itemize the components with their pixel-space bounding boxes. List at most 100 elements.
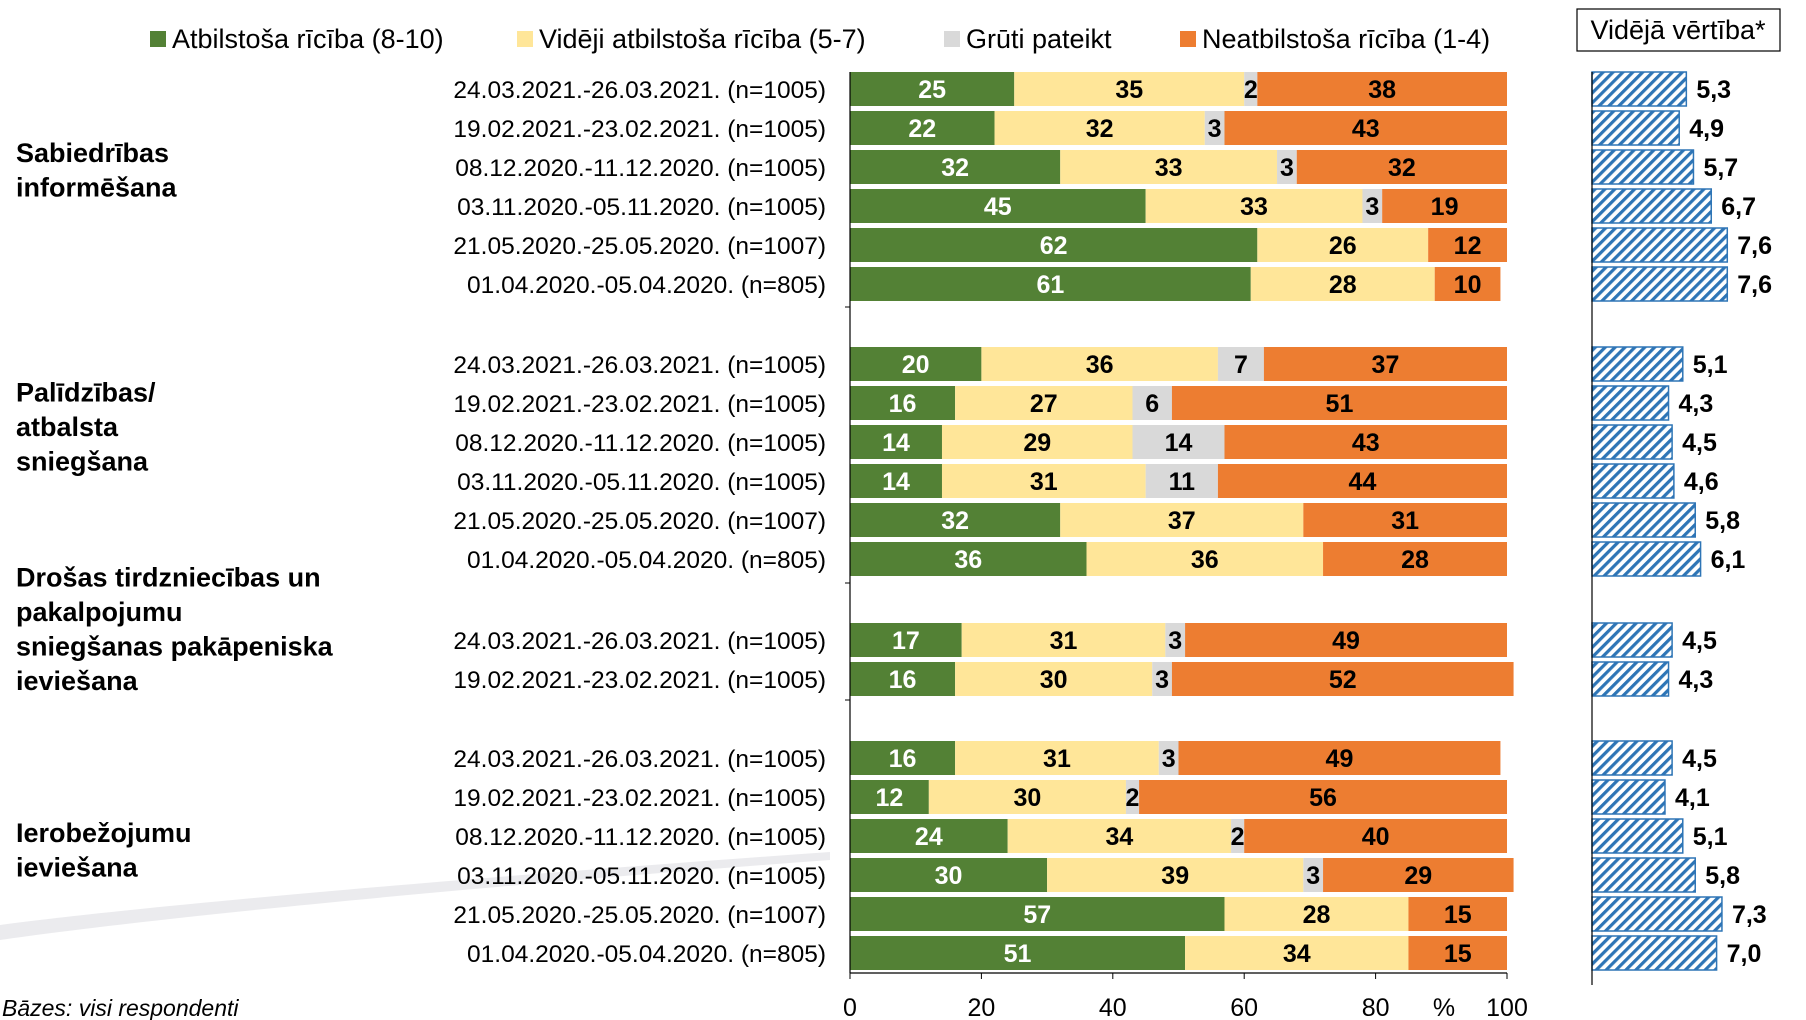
data-label: 38 (1368, 76, 1396, 104)
average-bar (1591, 463, 1675, 499)
bar-segment (1257, 72, 1507, 106)
data-label: 51 (1326, 390, 1354, 418)
average-row: 4,5 (1591, 622, 1717, 658)
bar-row: 21.05.2020.-25.05.2020. (n=1007) 57 28 15 (453, 897, 1507, 931)
bar-segment (1408, 897, 1507, 931)
bar-segment (1014, 72, 1245, 106)
average-label: 4,5 (1682, 429, 1717, 457)
row-label: 01.04.2020.-05.04.2020. (n=805) (467, 272, 826, 299)
data-label: 33 (1155, 154, 1183, 182)
average-row: 4,6 (1591, 463, 1719, 499)
data-label: 27 (1030, 390, 1058, 418)
group-label-line: Sabiedrības (16, 138, 169, 168)
bar-row: 24.03.2021.-26.03.2021. (n=1005) 17 31 3 49 (453, 623, 1507, 657)
average-label: 4,9 (1689, 115, 1724, 143)
bar-segment (850, 150, 1061, 184)
row-label: 01.04.2020.-05.04.2020. (n=805) (467, 941, 826, 968)
x-axis: 0 20 40 60 80 100% (843, 72, 1528, 1020)
data-label: 24 (915, 823, 943, 851)
bar-segment (1224, 111, 1507, 145)
bar-segment (1060, 150, 1278, 184)
group-label-line: informēšana (16, 172, 178, 202)
x-tick-label: 0 (843, 994, 857, 1020)
bar-segment (850, 347, 982, 381)
bar-segment (850, 228, 1258, 262)
bar-segment (1145, 464, 1218, 498)
bar-row: 19.02.2021.-23.02.2021. (n=1005) 22 32 3 43 (453, 111, 1507, 145)
data-label: 35 (1115, 76, 1143, 104)
data-label: 3 (1208, 115, 1222, 143)
data-label: 43 (1352, 115, 1380, 143)
data-label: 31 (1030, 468, 1058, 496)
row-label: 03.11.2020.-05.11.2020. (n=1005) (457, 469, 826, 496)
average-bar (1591, 502, 1696, 538)
average-bar (1591, 266, 1729, 302)
legend-item-3: Grūti pateikt (944, 24, 1112, 54)
background-swoosh (0, 852, 830, 940)
average-label: 7,6 (1737, 271, 1772, 299)
legend-label: Grūti pateikt (966, 24, 1112, 54)
average-label: 5,1 (1693, 823, 1728, 851)
row-label: 19.02.2021.-23.02.2021. (n=1005) (453, 667, 826, 694)
average-row: 5,3 (1591, 71, 1731, 107)
average-row: 4,5 (1591, 424, 1717, 460)
average-bar (1591, 935, 1718, 971)
bar-segment (1047, 858, 1304, 892)
average-label: 5,8 (1705, 862, 1740, 890)
data-label: 3 (1280, 154, 1294, 182)
group-label-1: Sabiedrības informēšana (16, 138, 178, 203)
average-bar (1591, 541, 1702, 577)
data-label: 3 (1168, 627, 1182, 655)
bar-segment (850, 425, 942, 459)
data-label: 57 (1023, 901, 1051, 929)
data-label: 16 (889, 666, 917, 694)
legend-item-2: Vidēji atbilstoša rīcība (5-7) (517, 24, 866, 54)
group-label-line: Palīdzības/ (16, 378, 156, 408)
data-label: 31 (1043, 745, 1071, 773)
bar-segment (1408, 936, 1507, 970)
data-label: 49 (1332, 627, 1360, 655)
bar-row: 08.12.2020.-11.12.2020. (n=1005) 14 29 14 43 (455, 425, 1507, 459)
average-bar (1591, 857, 1696, 893)
data-label: 39 (1161, 862, 1189, 890)
bar-segment (850, 858, 1048, 892)
bar-segment (1145, 189, 1363, 223)
row-label: 21.05.2020.-25.05.2020. (n=1007) (453, 233, 826, 260)
bar-segment (955, 662, 1153, 696)
average-bar (1591, 424, 1673, 460)
data-label: 2 (1244, 76, 1258, 104)
data-label: 31 (1391, 507, 1419, 535)
average-bar (1591, 149, 1695, 185)
bar-segment (1244, 72, 1258, 106)
data-label: 12 (876, 784, 904, 812)
data-label: 16 (889, 745, 917, 773)
bar-row: 03.11.2020.-05.11.2020. (n=1005) 14 31 11 44 (457, 464, 1507, 498)
legend-label: Atbilstoša rīcība (8-10) (172, 24, 444, 54)
average-row: 7,6 (1591, 227, 1772, 263)
bar-row: 01.04.2020.-05.04.2020. (n=805) 36 36 28 (467, 542, 1507, 576)
data-label: 51 (1004, 940, 1032, 968)
bar-segment (1139, 780, 1507, 814)
group-label-3: Drošas tirdzniecības un pakalpojumu sniegš… (16, 562, 334, 696)
average-row: 6,1 (1591, 541, 1745, 577)
group-label-line: atbalsta (16, 412, 119, 442)
average-label: 5,1 (1693, 351, 1728, 379)
bar-segment (1217, 464, 1507, 498)
group-label-line: Ierobežojumu (16, 818, 192, 848)
legend-item-1: Atbilstoša rīcība (8-10) (150, 24, 444, 54)
data-label: 28 (1329, 271, 1357, 299)
bar-segment (850, 503, 1061, 537)
bar-row: 19.02.2021.-23.02.2021. (n=1005) 16 27 6 51 (453, 386, 1507, 420)
bar-segment (1158, 741, 1179, 775)
bar-segment (981, 347, 1218, 381)
data-label: 14 (882, 429, 910, 457)
bar-segment (955, 386, 1133, 420)
row-label: 21.05.2020.-25.05.2020. (n=1007) (453, 508, 826, 535)
average-bar (1591, 227, 1729, 263)
bar-segment (1217, 347, 1264, 381)
average-label: 4,5 (1682, 627, 1717, 655)
bar-segment (850, 542, 1087, 576)
data-label: 61 (1036, 271, 1064, 299)
bar-segment (1060, 503, 1304, 537)
